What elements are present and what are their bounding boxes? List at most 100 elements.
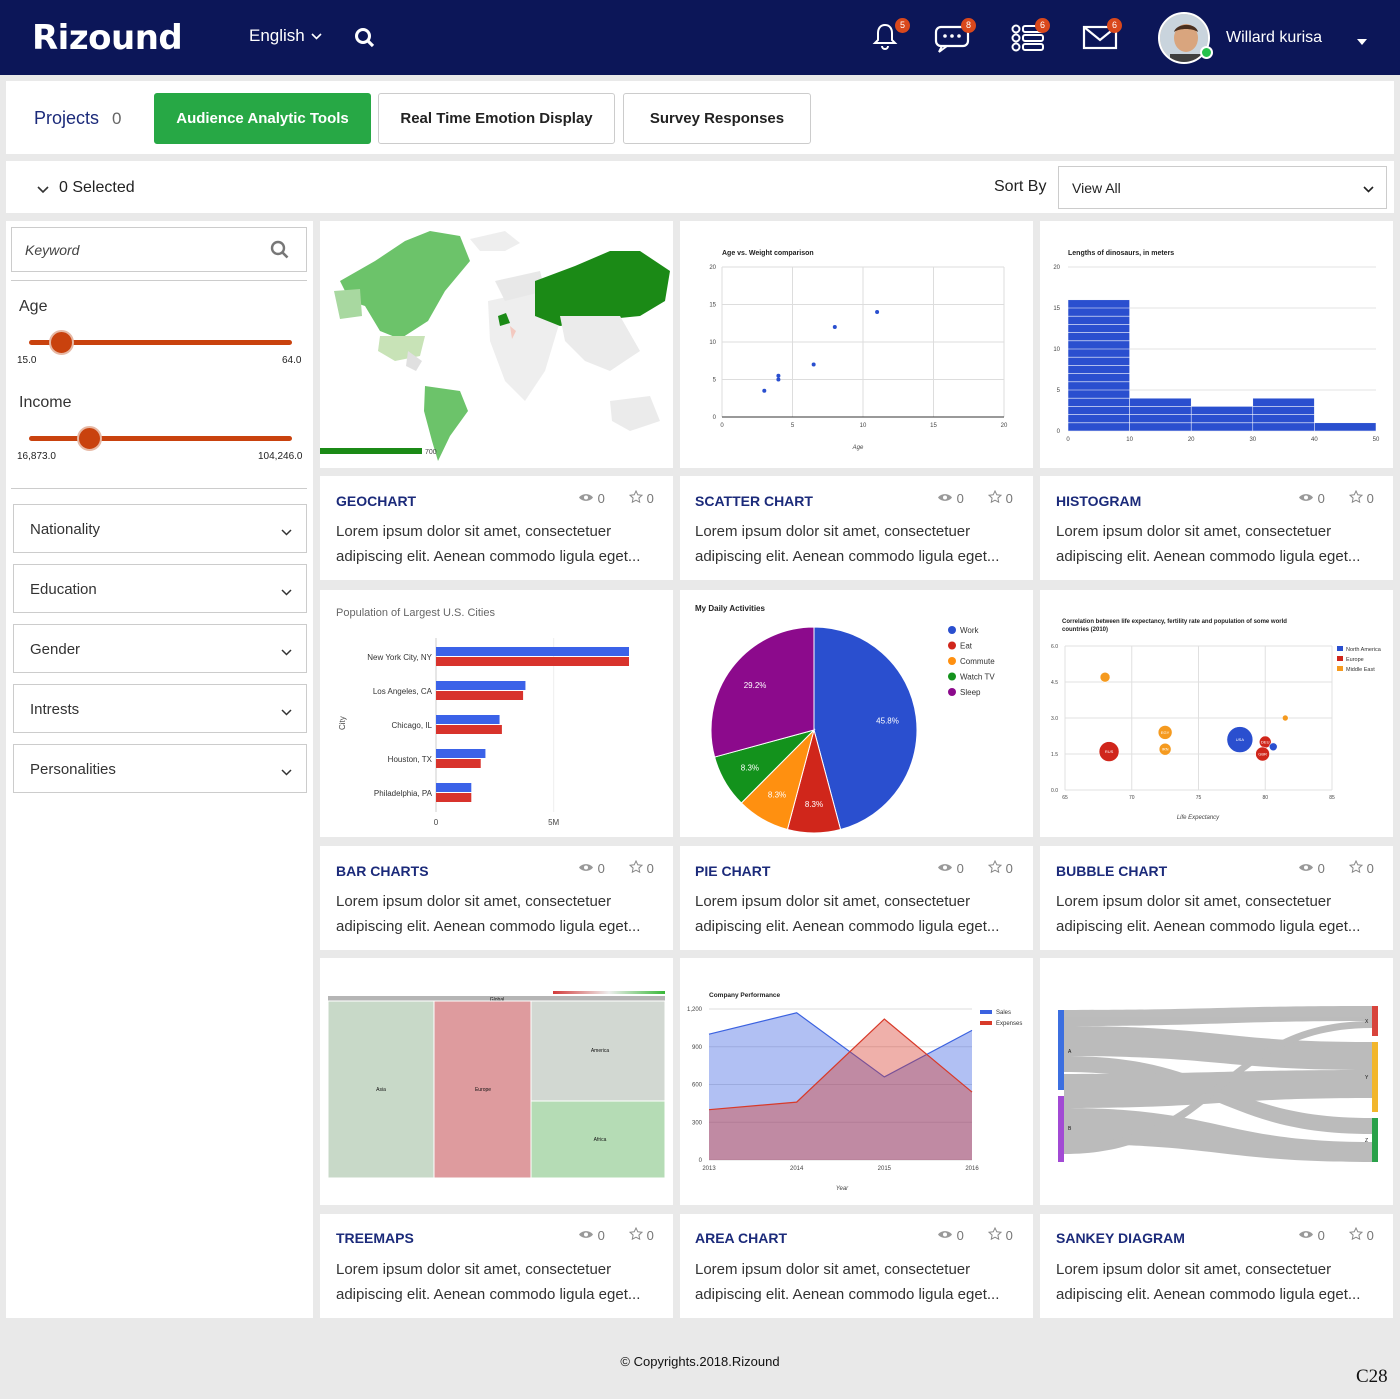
- star-icon[interactable]: [987, 1226, 1003, 1241]
- card-title[interactable]: GEOCHART: [336, 493, 417, 509]
- star-icon[interactable]: [987, 489, 1003, 504]
- x-tick-label: 15: [930, 423, 937, 429]
- bubble: [1281, 714, 1289, 722]
- eye-icon: [1299, 494, 1313, 501]
- treemap-color-scale: [553, 991, 665, 994]
- personalities-dropdown[interactable]: Personalities: [13, 744, 307, 793]
- star-icon[interactable]: [987, 859, 1003, 874]
- card-title[interactable]: PIE CHART: [695, 863, 771, 879]
- geochart-image[interactable]: 700: [320, 221, 673, 468]
- star-count[interactable]: 0: [987, 489, 1013, 506]
- treemap-node-europe[interactable]: [433, 1000, 532, 1179]
- logo[interactable]: Rizound: [32, 18, 183, 58]
- y-tick-label: 1.5: [1051, 752, 1058, 758]
- education-dropdown[interactable]: Education: [13, 564, 307, 613]
- sankey-link[interactable]: [1064, 1108, 1372, 1162]
- sort-select[interactable]: View All: [1058, 166, 1387, 209]
- card-title[interactable]: SCATTER CHART: [695, 493, 813, 509]
- star-icon[interactable]: [1348, 1226, 1364, 1241]
- treemap-node-africa[interactable]: [530, 1100, 666, 1179]
- income-slider-handle[interactable]: [77, 426, 103, 451]
- card-title[interactable]: TREEMAPS: [336, 1230, 414, 1246]
- star-count[interactable]: 0: [1348, 859, 1374, 876]
- area-line: [708, 1018, 973, 1111]
- eye-icon: [579, 864, 593, 871]
- star-icon[interactable]: [628, 859, 644, 874]
- user-name[interactable]: Willard kurisa: [1226, 29, 1323, 46]
- bubble-label: DEU: [1261, 740, 1270, 745]
- bubble: [1099, 671, 1111, 683]
- star-count[interactable]: 0: [987, 1226, 1013, 1243]
- scatter-plot: Age vs. Weight comparison Age 0 5 10 15 20 0 5…: [680, 221, 1033, 468]
- star-icon[interactable]: [628, 1226, 644, 1241]
- selected-count[interactable]: 0 Selected: [59, 179, 135, 196]
- star-count[interactable]: 0: [628, 859, 654, 876]
- sankey-node-a[interactable]: [1058, 1010, 1064, 1090]
- search-icon[interactable]: [354, 27, 376, 54]
- age-label: Age: [19, 298, 48, 315]
- treemap-node-label: Africa: [594, 1137, 607, 1143]
- bar-chart-image[interactable]: Population of Largest U.S. Cities City 0…: [320, 590, 673, 837]
- bar: [436, 691, 524, 700]
- age-slider-track[interactable]: [29, 340, 292, 345]
- tab-real-time-emotion-display[interactable]: Real Time Emotion Display: [378, 93, 615, 144]
- sankey-node-x[interactable]: [1372, 1006, 1378, 1036]
- star-count-value: 0: [646, 491, 654, 506]
- bubble-label: EGY: [1161, 730, 1170, 735]
- sankey-node-y[interactable]: [1372, 1042, 1378, 1112]
- star-count[interactable]: 0: [628, 489, 654, 506]
- histogram-image[interactable]: Lengths of dinosaurs, in meters 0 5 10 15 20…: [1040, 221, 1393, 468]
- treemap-image[interactable]: Global Asia Europe America Africa: [320, 958, 673, 1205]
- sankey-link[interactable]: [1064, 1021, 1372, 1154]
- star-icon[interactable]: [628, 489, 644, 504]
- star-count[interactable]: 0: [1348, 1226, 1374, 1243]
- card-title[interactable]: BAR CHARTS: [336, 863, 429, 879]
- search-icon[interactable]: [270, 240, 290, 265]
- sankey-link[interactable]: [1064, 1006, 1372, 1026]
- card-title[interactable]: HISTOGRAM: [1056, 493, 1142, 509]
- treemap-header[interactable]: [328, 996, 665, 1001]
- age-slider-handle[interactable]: [48, 330, 74, 355]
- bell-icon[interactable]: 5: [870, 18, 910, 54]
- chevron-down-icon[interactable]: [37, 181, 49, 199]
- card-title[interactable]: AREA CHART: [695, 1230, 788, 1246]
- bubble-chart-image[interactable]: Correlation between life expectancy, fer…: [1040, 590, 1393, 837]
- tab-audience-analytic-tools[interactable]: Audience Analytic Tools: [154, 93, 371, 144]
- star-count[interactable]: 0: [628, 1226, 654, 1243]
- chart-title: Age vs. Weight comparison: [722, 250, 814, 257]
- chat-icon[interactable]: 8: [934, 18, 976, 54]
- eye-icon: [938, 494, 952, 501]
- sankey-node-b[interactable]: [1058, 1096, 1064, 1162]
- star-count[interactable]: 0: [1348, 489, 1374, 506]
- keyword-search-input[interactable]: Keyword: [11, 227, 307, 272]
- chevron-down-icon: [281, 704, 292, 722]
- star-icon[interactable]: [1348, 859, 1364, 874]
- card-title[interactable]: SANKEY DIAGRAM: [1056, 1230, 1185, 1246]
- area-chart-image[interactable]: Company Performance Year 0 300 600 900 1,200…: [680, 958, 1033, 1205]
- caret-down-icon[interactable]: [1356, 33, 1368, 51]
- task-list-icon[interactable]: 6: [1010, 18, 1050, 54]
- bubble: [1255, 746, 1270, 762]
- star-count[interactable]: 0: [987, 859, 1013, 876]
- pie-chart-image[interactable]: My Daily Activities 45.8% 8.3% 8.3% 8.3% 29.…: [680, 590, 1033, 837]
- sankey-node-z[interactable]: [1372, 1118, 1378, 1162]
- x-tick-label: 2015: [878, 1166, 892, 1172]
- sankey-diagram: A B X Y Z: [1040, 958, 1393, 1205]
- x-tick-label: 0: [434, 818, 439, 827]
- income-slider-track[interactable]: [29, 436, 292, 441]
- nationality-dropdown[interactable]: Nationality: [13, 504, 307, 553]
- interests-dropdown[interactable]: Intrests: [13, 684, 307, 733]
- sankey-image[interactable]: A B X Y Z: [1040, 958, 1393, 1205]
- sankey-link[interactable]: [1064, 1026, 1372, 1070]
- tab-survey-responses[interactable]: Survey Responses: [623, 93, 811, 144]
- scatter-chart-image[interactable]: Age vs. Weight comparison Age 0 5 10 15 20 0 5…: [680, 221, 1033, 468]
- chart-title: Population of Largest U.S. Cities: [336, 607, 495, 619]
- treemap-node-label: Asia: [376, 1087, 386, 1093]
- star-icon[interactable]: [1348, 489, 1364, 504]
- card-title[interactable]: BUBBLE CHART: [1056, 863, 1168, 879]
- language-selector[interactable]: English: [249, 26, 322, 46]
- legend-swatch: [948, 641, 956, 650]
- mail-icon[interactable]: 6: [1082, 18, 1122, 54]
- gender-dropdown[interactable]: Gender: [13, 624, 307, 673]
- view-count: 0: [937, 861, 964, 876]
